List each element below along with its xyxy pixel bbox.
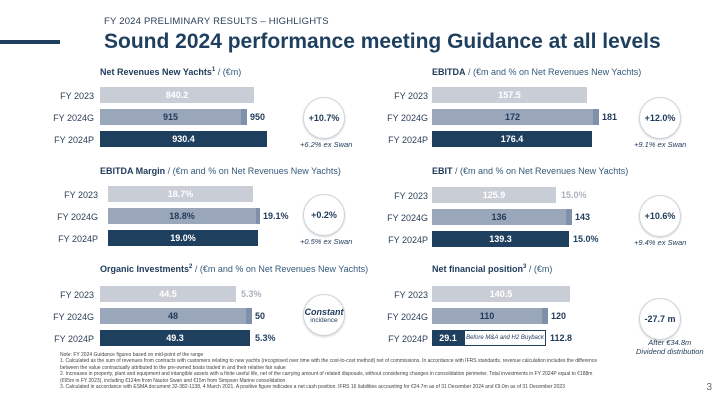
ebitda-row-label: FY 2024G <box>387 113 428 123</box>
header-subtitle: FY 2024 PRELIMINARY RESULTS – HIGHLIGHTS <box>104 16 329 27</box>
ebit-row-label: FY 2024G <box>387 213 428 223</box>
nfp-row-label: FY 2024P <box>388 334 428 344</box>
organic-investments-fy2024p-pct: 5.3% <box>255 333 276 343</box>
nfp-bar-fy2024p: 29.1 <box>432 330 464 346</box>
net-revenues-note: +6.2% ex Swan <box>300 140 353 149</box>
nfp-bar-fy2023: 140.5 <box>432 286 570 302</box>
nfp-bar-fy2024g: 110 <box>432 308 542 324</box>
ebit-fy2024g-upper: 143 <box>575 212 591 222</box>
ebit-row-label: FY 2024P <box>388 235 428 245</box>
net-revenues-title: Net Revenues New Yachts1 / (€m) <box>100 67 242 77</box>
ebitda-margin-bar-fy2024g-range <box>256 208 260 224</box>
net-revenues-bar-fy2024g: 915 <box>100 109 241 125</box>
net-revenues-bar-fy2024g-range <box>241 109 247 125</box>
organic-investments-title: Organic Investments2 / (€m and % on Net … <box>100 264 369 274</box>
organic-investments-bar-fy2024g: 48 <box>100 308 246 324</box>
net-revenues-row-label: FY 2023 <box>60 91 94 101</box>
footnote-line: between the value contractually attribut… <box>60 364 286 371</box>
ebitda-row-label: FY 2024P <box>388 135 428 145</box>
ebit-fy2024p-pct: 15.0% <box>573 234 599 244</box>
ebitda-margin-bar-fy2024p: 19.0% <box>108 230 258 246</box>
ebitda-margin-row-label: FY 2024G <box>57 212 98 222</box>
ebitda-bar-fy2024p: 176.4 <box>432 131 592 147</box>
organic-investments-bar-fy2023: 44.5 <box>100 286 236 302</box>
nfp-bar-fy2024g-range <box>542 308 548 324</box>
ebit-growth-circle: +10.6% <box>639 195 681 237</box>
ebitda-margin-row-label: FY 2023 <box>64 190 98 200</box>
net-revenues-bar-fy2023: 840.2 <box>100 87 254 103</box>
ebitda-title: EBITDA / (€m and % on Net Revenues New Y… <box>432 67 642 77</box>
net-revenues-fy2024g-upper: 950 <box>250 112 266 122</box>
ebit-fy2023-pct: 15.0% <box>561 190 587 200</box>
ebitda-row-label: FY 2023 <box>394 91 428 101</box>
organic-investments-fy2024g-upper: 50 <box>255 311 266 321</box>
organic-investments-row-label: FY 2023 <box>60 290 94 300</box>
nfp-fy2024g-upper: 120 <box>551 311 567 321</box>
nfp-fy2024p-end-value: 112.8 <box>550 333 573 343</box>
page-number: 3 <box>706 382 712 393</box>
nfp-row-label: FY 2023 <box>394 290 428 300</box>
net-revenues-growth-circle: +10.7% <box>303 97 345 139</box>
footnote-line: 1. Calculated as the sum of revenues fro… <box>60 358 598 365</box>
footnotes: Note: FY 2024 Guidance figures based on … <box>60 352 680 390</box>
ebitda-margin-growth-circle: +0.2% <box>303 194 345 236</box>
ebitda-bar-fy2024g: 172 <box>432 109 593 125</box>
ebitda-margin-row-label: FY 2024P <box>58 234 98 244</box>
organic-investments-bar-fy2024p: 49.3 <box>100 330 250 346</box>
ebit-bar-fy2024p: 139.3 <box>432 231 569 247</box>
ebitda-bar-fy2023: 157.5 <box>432 87 587 103</box>
ebitda-margin-note: +0.5% ex Swan <box>300 237 353 246</box>
nfp-row-label: FY 2024G <box>387 312 428 322</box>
net-revenues-bar-fy2024p: 930.4 <box>100 131 267 147</box>
footnote-line: 3. Calculated in accordance with ESMA do… <box>60 384 565 391</box>
organic-investments-fy2023-pct: 5.3% <box>241 289 262 299</box>
footnote-line: (€65m in FY 2023), including €124m from … <box>60 377 286 384</box>
ebitda-bar-fy2024g-range <box>593 109 599 125</box>
ebitda-margin-bar-fy2024g: 18.8% <box>108 208 256 224</box>
ebit-note: +9.4% ex Swan <box>634 238 687 247</box>
net-revenues-row-label: FY 2024G <box>53 113 94 123</box>
buyback-box: Before M&A and H2 Buyback <box>464 330 546 346</box>
ebit-row-label: FY 2023 <box>394 191 428 201</box>
ebit-bar-fy2024g: 136 <box>432 209 566 225</box>
ebitda-growth-circle: +12.0% <box>639 97 681 139</box>
ebitda-fy2024g-upper: 181 <box>602 112 618 122</box>
net-revenues-row-label: FY 2024P <box>54 135 94 145</box>
ebit-bar-fy2023: 125.9 <box>432 187 556 203</box>
ebitda-margin-fy2024g-upper: 19.1% <box>263 211 289 221</box>
net-financial-position-title: Net financial position3 / (€m) <box>432 264 553 274</box>
ebitda-note: +9.1% ex Swan <box>634 140 687 149</box>
page-title: Sound 2024 performance meeting Guidance … <box>104 30 661 53</box>
ebitda-margin-bar-fy2023: 18.7% <box>108 186 253 202</box>
ebitda-margin-title: EBITDA Margin / (€m and % on Net Revenue… <box>100 166 341 176</box>
ebit-bar-fy2024g-range <box>566 209 572 225</box>
footnote-line: 2. Increases in property, plant and equi… <box>60 371 593 378</box>
organic-investments-bar-fy2024g-range <box>246 308 252 324</box>
organic-investments-circle: Constant incidence <box>303 294 345 336</box>
nfp-change-circle: -27.7 m <box>639 298 681 340</box>
ebit-title: EBIT / (€m and % on Net Revenues New Yac… <box>432 166 629 176</box>
organic-investments-row-label: FY 2024G <box>53 312 94 322</box>
organic-investments-row-label: FY 2024P <box>54 334 94 344</box>
accent-rule <box>0 40 60 44</box>
nfp-note: After €34.8m Dividend distribution <box>636 338 704 356</box>
footnote-line: Note: FY 2024 Guidance figures based on … <box>60 352 204 358</box>
